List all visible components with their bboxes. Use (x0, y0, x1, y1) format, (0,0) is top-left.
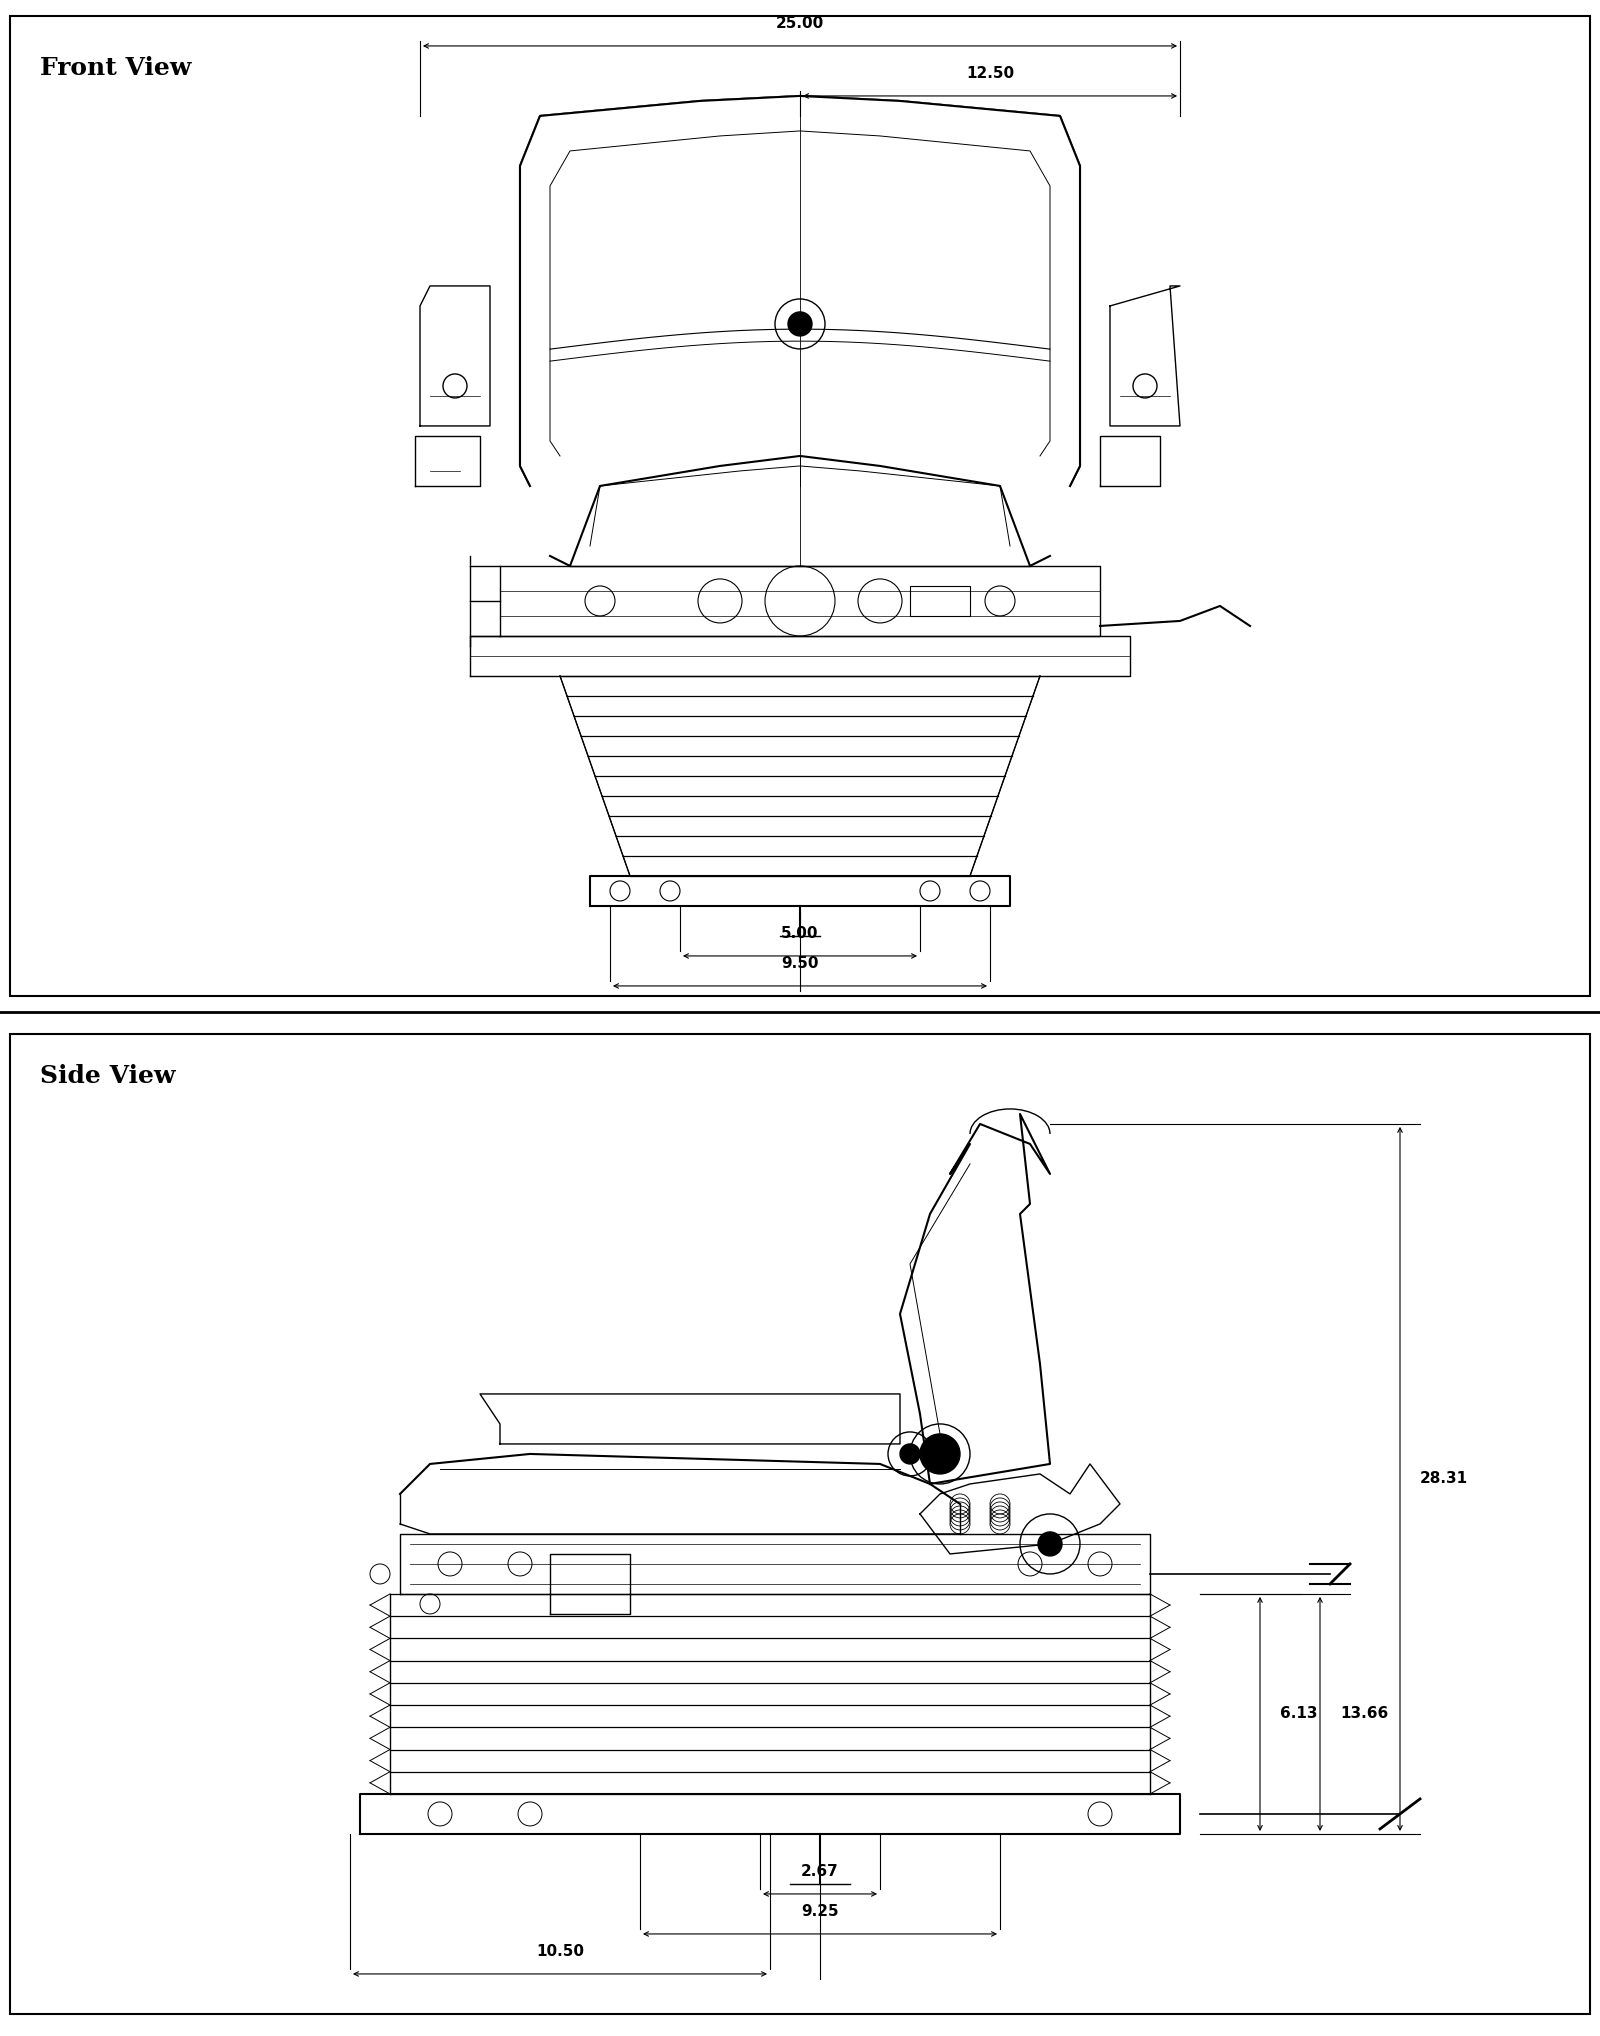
Circle shape (787, 312, 813, 336)
Polygon shape (550, 1553, 630, 1615)
Polygon shape (920, 1464, 1120, 1553)
Text: 9.50: 9.50 (781, 957, 819, 971)
Text: 13.66: 13.66 (1341, 1706, 1389, 1722)
Polygon shape (400, 1454, 960, 1533)
Polygon shape (550, 456, 1050, 566)
Polygon shape (480, 1395, 899, 1444)
Polygon shape (899, 1114, 1050, 1484)
Polygon shape (499, 566, 1101, 635)
Polygon shape (400, 1533, 1150, 1594)
Bar (910, 586, 970, 617)
Polygon shape (590, 875, 1010, 906)
Polygon shape (360, 1794, 1181, 1834)
Polygon shape (1101, 436, 1160, 487)
Text: 12.50: 12.50 (966, 65, 1014, 81)
Text: 25.00: 25.00 (776, 16, 824, 31)
Text: 10.50: 10.50 (536, 1944, 584, 1959)
Polygon shape (520, 96, 1080, 487)
Polygon shape (414, 436, 480, 487)
Text: 2.67: 2.67 (802, 1863, 838, 1879)
Text: 5.00: 5.00 (781, 926, 819, 941)
Text: 6.13: 6.13 (1280, 1706, 1317, 1722)
Text: 28.31: 28.31 (1421, 1472, 1469, 1486)
Circle shape (899, 1444, 920, 1464)
Polygon shape (470, 635, 1130, 676)
Polygon shape (1110, 285, 1181, 426)
Polygon shape (419, 285, 490, 426)
Text: Side View: Side View (40, 1065, 176, 1087)
Circle shape (1038, 1531, 1062, 1556)
Text: Front View: Front View (40, 55, 192, 79)
Circle shape (920, 1433, 960, 1474)
Text: 9.25: 9.25 (802, 1904, 838, 1920)
